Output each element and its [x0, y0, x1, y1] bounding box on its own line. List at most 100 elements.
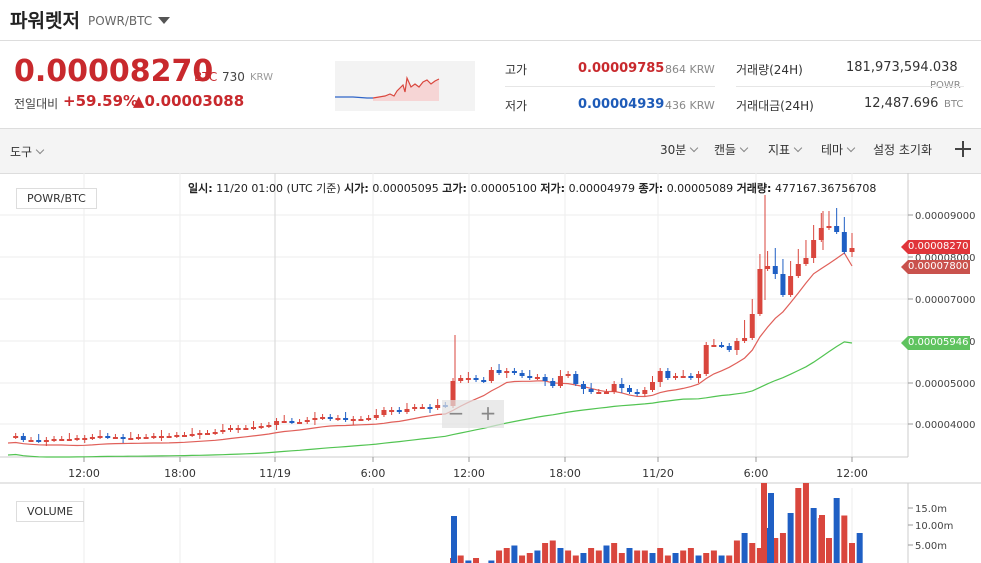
candle: [696, 374, 702, 378]
volume-bar: [496, 550, 503, 563]
volume-panel-label: VOLUME: [16, 501, 85, 522]
time-tick-label: 12:00: [68, 467, 100, 480]
candle: [120, 437, 126, 439]
candle: [112, 437, 118, 439]
volume-bar: [787, 513, 794, 563]
candle: [650, 382, 656, 390]
candle: [51, 439, 57, 441]
price-tick-label: 0.00005000: [915, 379, 975, 390]
tools-menu[interactable]: 도구: [10, 143, 45, 160]
candle: [20, 436, 26, 440]
candle: [481, 380, 487, 382]
candle: [66, 439, 72, 441]
volume-bar: [603, 545, 610, 563]
candle: [619, 384, 625, 388]
price-krw: 730: [222, 70, 245, 84]
candle: [772, 266, 778, 274]
candle: [726, 346, 732, 350]
price-krw-unit: KRW: [250, 72, 273, 83]
candle: [266, 425, 272, 427]
candle: [603, 392, 609, 394]
candle: [788, 276, 794, 295]
volume-bar: [618, 553, 625, 563]
volume-bar: [549, 540, 556, 563]
volume-bar: [833, 498, 840, 563]
candle: [158, 436, 164, 438]
chevron-down-icon: [739, 143, 749, 153]
time-tick-label: 6:00: [361, 467, 386, 480]
candle: [703, 345, 709, 374]
coin-name: 파워렛저: [10, 10, 80, 32]
indicator-menu[interactable]: 지표: [768, 141, 803, 158]
interval-menu[interactable]: 30분: [660, 141, 699, 158]
candle: [143, 437, 149, 439]
time-tick-label: 11/20: [642, 467, 674, 480]
chevron-down-icon: [793, 143, 803, 153]
volume-bar: [572, 555, 579, 563]
candle: [565, 374, 571, 376]
volume-bar: [749, 543, 756, 563]
ohlc-volume-value: 477167.36756708: [774, 182, 877, 195]
candle: [473, 378, 479, 380]
zoom-in-button[interactable]: +: [479, 401, 497, 425]
candle: [680, 376, 686, 378]
chevron-down-icon: [35, 145, 45, 155]
candle: [59, 439, 65, 441]
volume-bar: [519, 555, 526, 563]
divider: [505, 86, 715, 87]
candle: [757, 269, 763, 314]
price-tick-label: 0.00004000: [915, 420, 975, 431]
volume-bar: [802, 483, 809, 563]
candle: [734, 341, 740, 350]
candle: [151, 436, 157, 438]
candle: [220, 430, 226, 432]
reset-settings-button[interactable]: 설정 초기화: [873, 143, 933, 157]
candle: [243, 428, 249, 430]
candle-menu[interactable]: 캔들: [714, 141, 749, 158]
ma-slow-price-tag: 0.00005946: [901, 336, 970, 350]
candle: [596, 392, 602, 394]
volume-bar: [687, 548, 694, 563]
volume-bar: [611, 543, 618, 563]
volume-tick-label: 15.0m: [915, 504, 947, 515]
caret-down-icon[interactable]: [158, 17, 170, 24]
interval-label: 30분: [660, 143, 687, 157]
volume-bar: [764, 528, 771, 563]
chevron-down-icon: [846, 143, 856, 153]
volume-bar: [511, 545, 518, 563]
amount-24h-label: 거래대금(24H): [736, 99, 814, 113]
volume-24h-label: 거래량(24H): [736, 63, 803, 77]
ohlc-open-value: 0.00005095: [372, 182, 439, 195]
candle: [642, 390, 648, 394]
theme-menu[interactable]: 테마: [821, 141, 856, 158]
current-price-tag: 0.00008270: [901, 240, 970, 254]
candle: [97, 436, 103, 438]
change-percent: +59.59%: [63, 92, 139, 110]
candle: [811, 240, 817, 258]
candle: [327, 417, 333, 419]
candle: [427, 407, 433, 409]
volume-bar: [451, 516, 457, 563]
time-tick-label: 18:00: [549, 467, 581, 480]
volume-bar: [761, 483, 767, 563]
price-tick-label: 0.00009000: [915, 211, 975, 222]
price-chart[interactable]: 0.000090000.000080000.000070000.00006000…: [0, 173, 981, 563]
candle: [450, 381, 456, 406]
candle: [841, 232, 847, 252]
volume-bar: [657, 548, 664, 563]
candle: [174, 435, 180, 437]
plus-icon[interactable]: [955, 141, 971, 157]
volume-24h-unit: POWR: [930, 80, 961, 91]
candle: [373, 415, 379, 418]
ohlc-high-value: 0.00005100: [470, 182, 537, 195]
candle: [711, 345, 717, 347]
candle: [212, 432, 218, 434]
volume-tick-label: 10.00m: [915, 521, 953, 532]
pair-name[interactable]: POWR/BTC: [88, 14, 153, 28]
candle: [381, 410, 387, 415]
volume-bar: [580, 553, 587, 563]
zoom-out-button[interactable]: −: [447, 401, 465, 425]
ohlc-low-label: 저가:: [540, 182, 566, 195]
amount-24h-value: 12,487.696: [864, 96, 939, 111]
volume-bar: [741, 533, 748, 563]
